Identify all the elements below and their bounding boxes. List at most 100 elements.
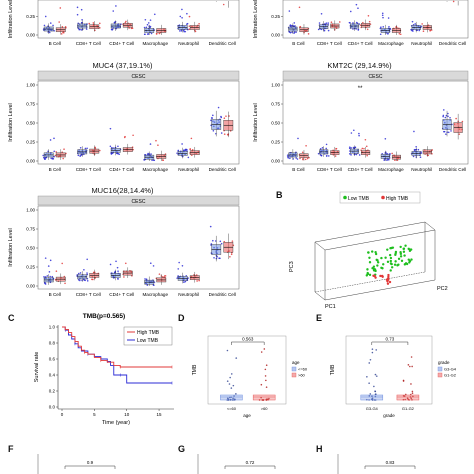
pca-point-low — [399, 245, 402, 249]
data-point-high — [298, 6, 301, 9]
data-point-high — [59, 7, 62, 9]
boxplot-top-left-svg: 0.00 0.25 Infiltration Level B Cell CD8+ T C… — [8, 0, 240, 46]
data-point-low — [215, 132, 217, 135]
pca-point-low — [393, 263, 397, 266]
data-point-low — [381, 14, 384, 17]
data-point-low — [215, 257, 218, 260]
data-point-low — [43, 24, 46, 27]
data-point-high — [334, 155, 337, 157]
data-point-low — [48, 271, 51, 273]
data-point-low — [51, 275, 54, 278]
data-point-low — [150, 153, 152, 155]
data-point-low — [286, 154, 289, 156]
tmb-point-low — [226, 349, 229, 352]
data-point-low — [296, 158, 299, 160]
pca-point-high — [381, 274, 384, 278]
data-point-low — [181, 17, 183, 19]
data-point-low — [442, 115, 444, 118]
data-point-low — [447, 131, 450, 134]
km-legend-box — [123, 326, 173, 346]
y-tick-label: 0.25 — [271, 14, 280, 19]
km-legend-low-label: Low TMB — [137, 338, 159, 344]
data-point-low — [349, 22, 351, 24]
x-tick-label: Macrophage — [378, 41, 404, 46]
data-point-high — [157, 144, 159, 146]
x-tick-label: <=60 — [227, 406, 237, 411]
data-point-low — [379, 27, 382, 30]
data-point-low — [52, 158, 55, 160]
data-point-low — [354, 146, 356, 149]
tmb-point-high — [265, 379, 267, 382]
muc16-title: MUC16(28,14.4%) — [91, 186, 154, 195]
pca-point-low — [368, 273, 372, 277]
pca-point-low — [403, 254, 406, 257]
data-point-low — [212, 130, 215, 132]
x-tick-label: Dendritic Cell — [209, 167, 236, 172]
tmb-point-high — [264, 368, 267, 371]
x-tick-label: 10 — [124, 412, 130, 417]
tmb-point-low — [228, 383, 231, 385]
panel-b-legend: Low TMB High TMB — [339, 191, 421, 204]
data-point-low — [145, 26, 148, 29]
data-point-low — [180, 30, 183, 32]
tmb-box-low — [360, 394, 384, 401]
y-axis-label: Infiltration Level — [253, 103, 259, 142]
data-point-high — [391, 152, 393, 155]
data-point-low — [179, 15, 182, 18]
plot-frame — [345, 335, 433, 405]
data-point-low — [358, 134, 360, 137]
data-point-high — [62, 157, 64, 160]
data-point-low — [144, 33, 146, 36]
data-point-high — [367, 14, 370, 17]
data-point-high — [421, 23, 423, 25]
data-point-low — [77, 272, 80, 275]
pca-point-low — [365, 274, 369, 277]
pca-point-low — [386, 248, 389, 251]
data-point-low — [79, 28, 81, 31]
data-point-low — [289, 157, 291, 160]
tmb-point-high — [411, 392, 414, 394]
data-point-low — [84, 279, 86, 282]
data-point-low — [152, 265, 155, 267]
panel-c: TMB(p=0.565) 0.0 0.2 0.4 0.6 0.8 1.0 0 5 10 15 Time… — [30, 311, 178, 429]
data-point-high — [94, 146, 97, 149]
data-point-low — [118, 153, 121, 156]
data-point-low — [49, 22, 52, 24]
tmb-point-low — [374, 373, 377, 376]
legend-key-high — [291, 372, 297, 378]
pca-point-low — [380, 266, 383, 270]
data-point-low — [419, 156, 422, 158]
panel-g-pvalue: 0.72 — [246, 460, 255, 465]
data-point-low — [348, 146, 351, 148]
strip-label: CESC — [132, 199, 146, 205]
data-point-low — [356, 22, 359, 25]
data-point-high — [299, 157, 301, 160]
data-point-high — [223, 117, 226, 120]
data-point-low — [146, 33, 149, 35]
pca-point-low — [382, 263, 385, 266]
data-point-high — [155, 32, 158, 35]
data-point-low — [220, 115, 222, 118]
x-tick-label: CD8+ T Cell — [76, 167, 101, 172]
data-point-low — [290, 24, 293, 27]
data-point-high — [131, 27, 134, 30]
x-tick-label: Dendritic Cell — [439, 167, 466, 172]
pca-point-low — [371, 250, 374, 253]
tmb-box-high — [396, 394, 420, 401]
data-point-high — [338, 21, 341, 23]
data-point-low — [117, 277, 119, 280]
data-point-high — [61, 25, 64, 28]
data-point-high — [396, 159, 399, 162]
data-point-low — [411, 20, 414, 23]
pca-point-high — [388, 280, 392, 284]
pca-point-low — [394, 260, 397, 263]
data-point-low — [357, 29, 360, 31]
plot-frame — [282, 0, 469, 39]
x-tick-label: CD4+ T Cell — [109, 167, 134, 172]
data-point-high — [131, 274, 133, 277]
data-point-low — [178, 30, 181, 32]
data-point-low — [77, 22, 80, 25]
pca-point-low — [390, 266, 394, 269]
tmb-point-low — [226, 397, 229, 400]
